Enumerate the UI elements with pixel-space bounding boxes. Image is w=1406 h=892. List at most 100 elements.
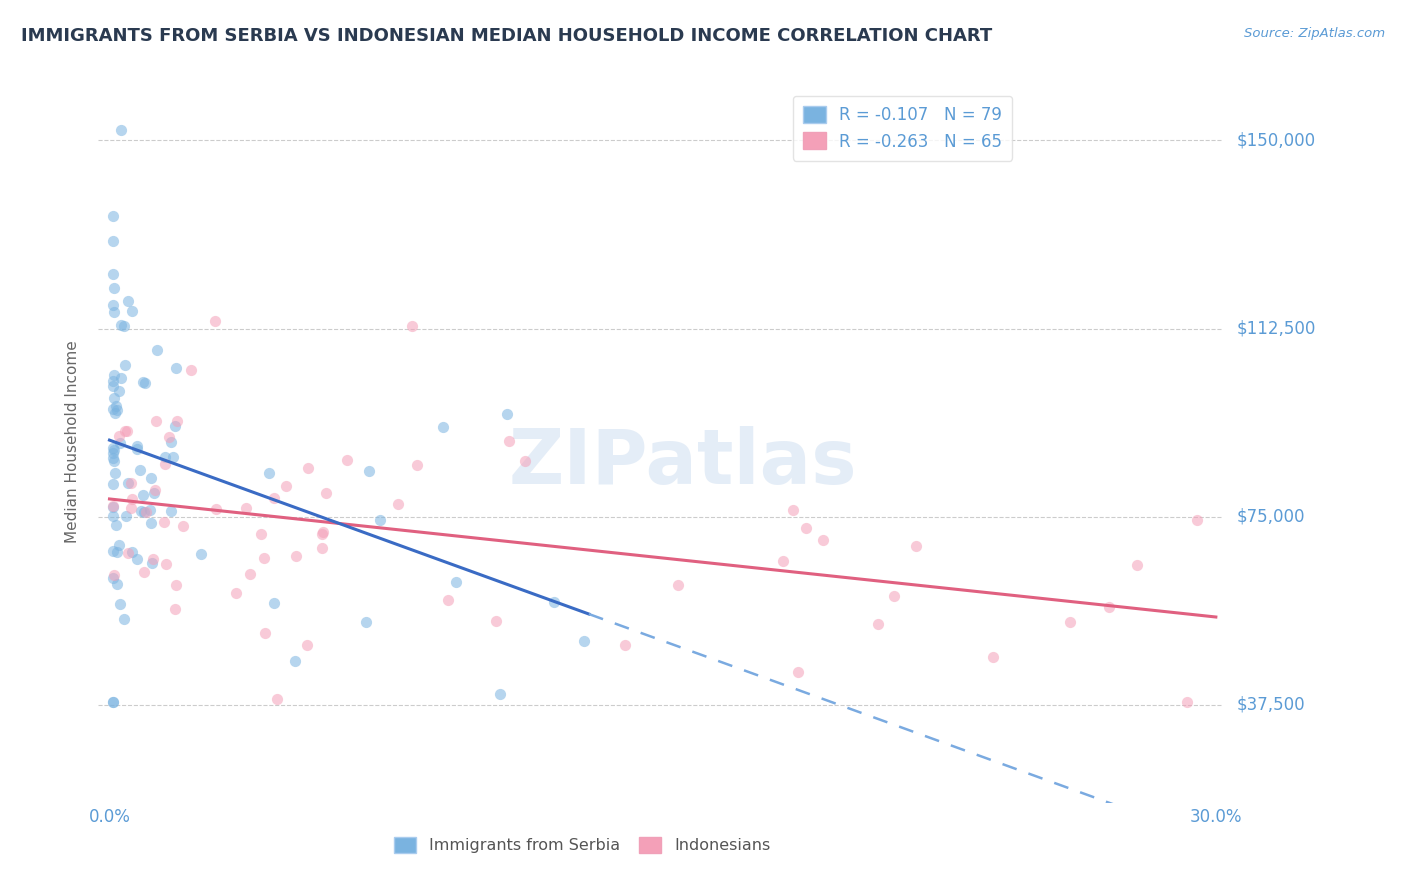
Point [105,544,128,558]
Point [311,541,333,555]
Point [153,515,176,529]
Point [157,430,180,444]
Point [101,234,124,248]
Point [114,358,136,372]
Point [782,502,804,516]
Point [141,556,163,570]
Point [103,443,125,458]
Point [1098,599,1121,614]
Point [129,463,152,477]
Point [121,304,143,318]
Point [110,123,132,137]
Point [489,687,512,701]
Point [108,538,131,552]
Point [368,513,391,527]
Point [811,533,834,548]
Point [104,518,127,533]
Text: $150,000: $150,000 [1237,131,1316,150]
Point [104,406,127,420]
Point [127,442,149,457]
Point [253,550,276,565]
Point [160,504,183,518]
Point [172,518,194,533]
Point [101,209,124,223]
Text: IMMIGRANTS FROM SERBIA VS INDONESIAN MEDIAN HOUSEHOLD INCOME CORRELATION CHART: IMMIGRANTS FROM SERBIA VS INDONESIAN MED… [21,27,993,45]
Point [253,625,276,640]
Point [166,414,188,428]
Point [142,485,165,500]
Point [180,363,202,377]
Point [297,461,319,475]
Point [110,370,132,384]
Text: $37,500: $37,500 [1237,696,1306,714]
Point [101,267,124,281]
Point [134,376,156,390]
Point [432,420,454,434]
Point [263,491,285,506]
Point [165,578,187,592]
Point [115,425,138,439]
Point [239,566,262,581]
Point [235,500,257,515]
Point [162,450,184,464]
Point [103,391,125,405]
Point [110,435,132,450]
Point [153,450,176,465]
Text: $75,000: $75,000 [1237,508,1306,525]
Point [112,611,135,625]
Point [146,343,169,357]
Point [101,509,124,524]
Point [387,497,409,511]
Point [357,464,380,478]
Point [498,434,520,449]
Point [165,418,187,433]
Point [103,454,125,468]
Point [101,446,124,460]
Point [225,585,247,599]
Point [1059,615,1081,630]
Point [285,549,308,564]
Point [135,505,157,519]
Text: ZIPatlas: ZIPatlas [509,426,858,500]
Point [103,305,125,319]
Point [904,539,927,553]
Point [883,590,905,604]
Point [142,551,165,566]
Point [138,503,160,517]
Point [104,466,127,480]
Point [134,505,156,519]
Point [297,638,319,652]
Point [101,379,124,393]
Point [139,516,162,530]
Point [284,654,307,668]
Point [125,552,148,566]
Y-axis label: Median Household Income: Median Household Income [65,340,80,543]
Point [515,454,537,468]
Point [101,402,124,417]
Point [160,434,183,449]
Point [132,488,155,502]
Point [406,458,429,472]
Point [250,526,273,541]
Point [101,298,124,312]
Point [117,545,139,559]
Point [117,293,139,308]
Point [276,478,298,492]
Point [101,696,124,710]
Point [125,439,148,453]
Point [401,319,423,334]
Point [543,595,565,609]
Point [354,615,377,630]
Point [614,638,637,652]
Point [115,509,138,524]
Point [336,453,359,467]
Point [165,602,187,616]
Point [1187,512,1209,526]
Point [772,554,794,568]
Point [129,504,152,518]
Point [204,502,226,516]
Point [143,483,166,497]
Point [105,402,128,417]
Point [101,571,124,585]
Point [981,650,1004,665]
